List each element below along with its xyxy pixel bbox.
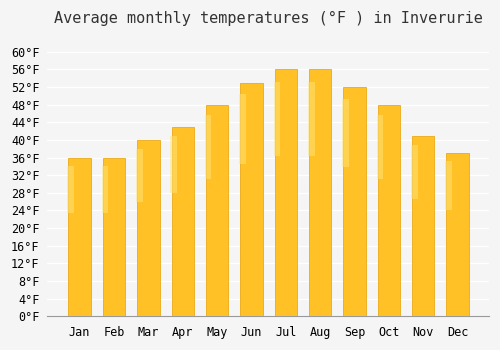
Bar [136, 149, 143, 202]
Bar [170, 136, 177, 193]
Bar [342, 99, 349, 167]
Bar [240, 83, 262, 316]
Bar [376, 115, 384, 179]
Bar [274, 82, 280, 156]
Bar [206, 105, 228, 316]
Bar [446, 153, 469, 316]
Title: Average monthly temperatures (°F ) in Inverurie: Average monthly temperatures (°F ) in In… [54, 11, 482, 26]
Bar [308, 82, 314, 156]
Bar [411, 145, 418, 199]
Bar [378, 105, 400, 316]
Bar [172, 127, 194, 316]
Bar [102, 166, 108, 213]
Bar [239, 94, 246, 164]
Bar [344, 87, 365, 316]
Bar [205, 115, 212, 179]
Bar [137, 140, 160, 316]
Bar [68, 166, 74, 213]
Bar [103, 158, 125, 316]
Bar [274, 70, 297, 316]
Bar [309, 70, 332, 316]
Bar [446, 161, 452, 210]
Bar [412, 135, 434, 316]
Bar [68, 158, 91, 316]
